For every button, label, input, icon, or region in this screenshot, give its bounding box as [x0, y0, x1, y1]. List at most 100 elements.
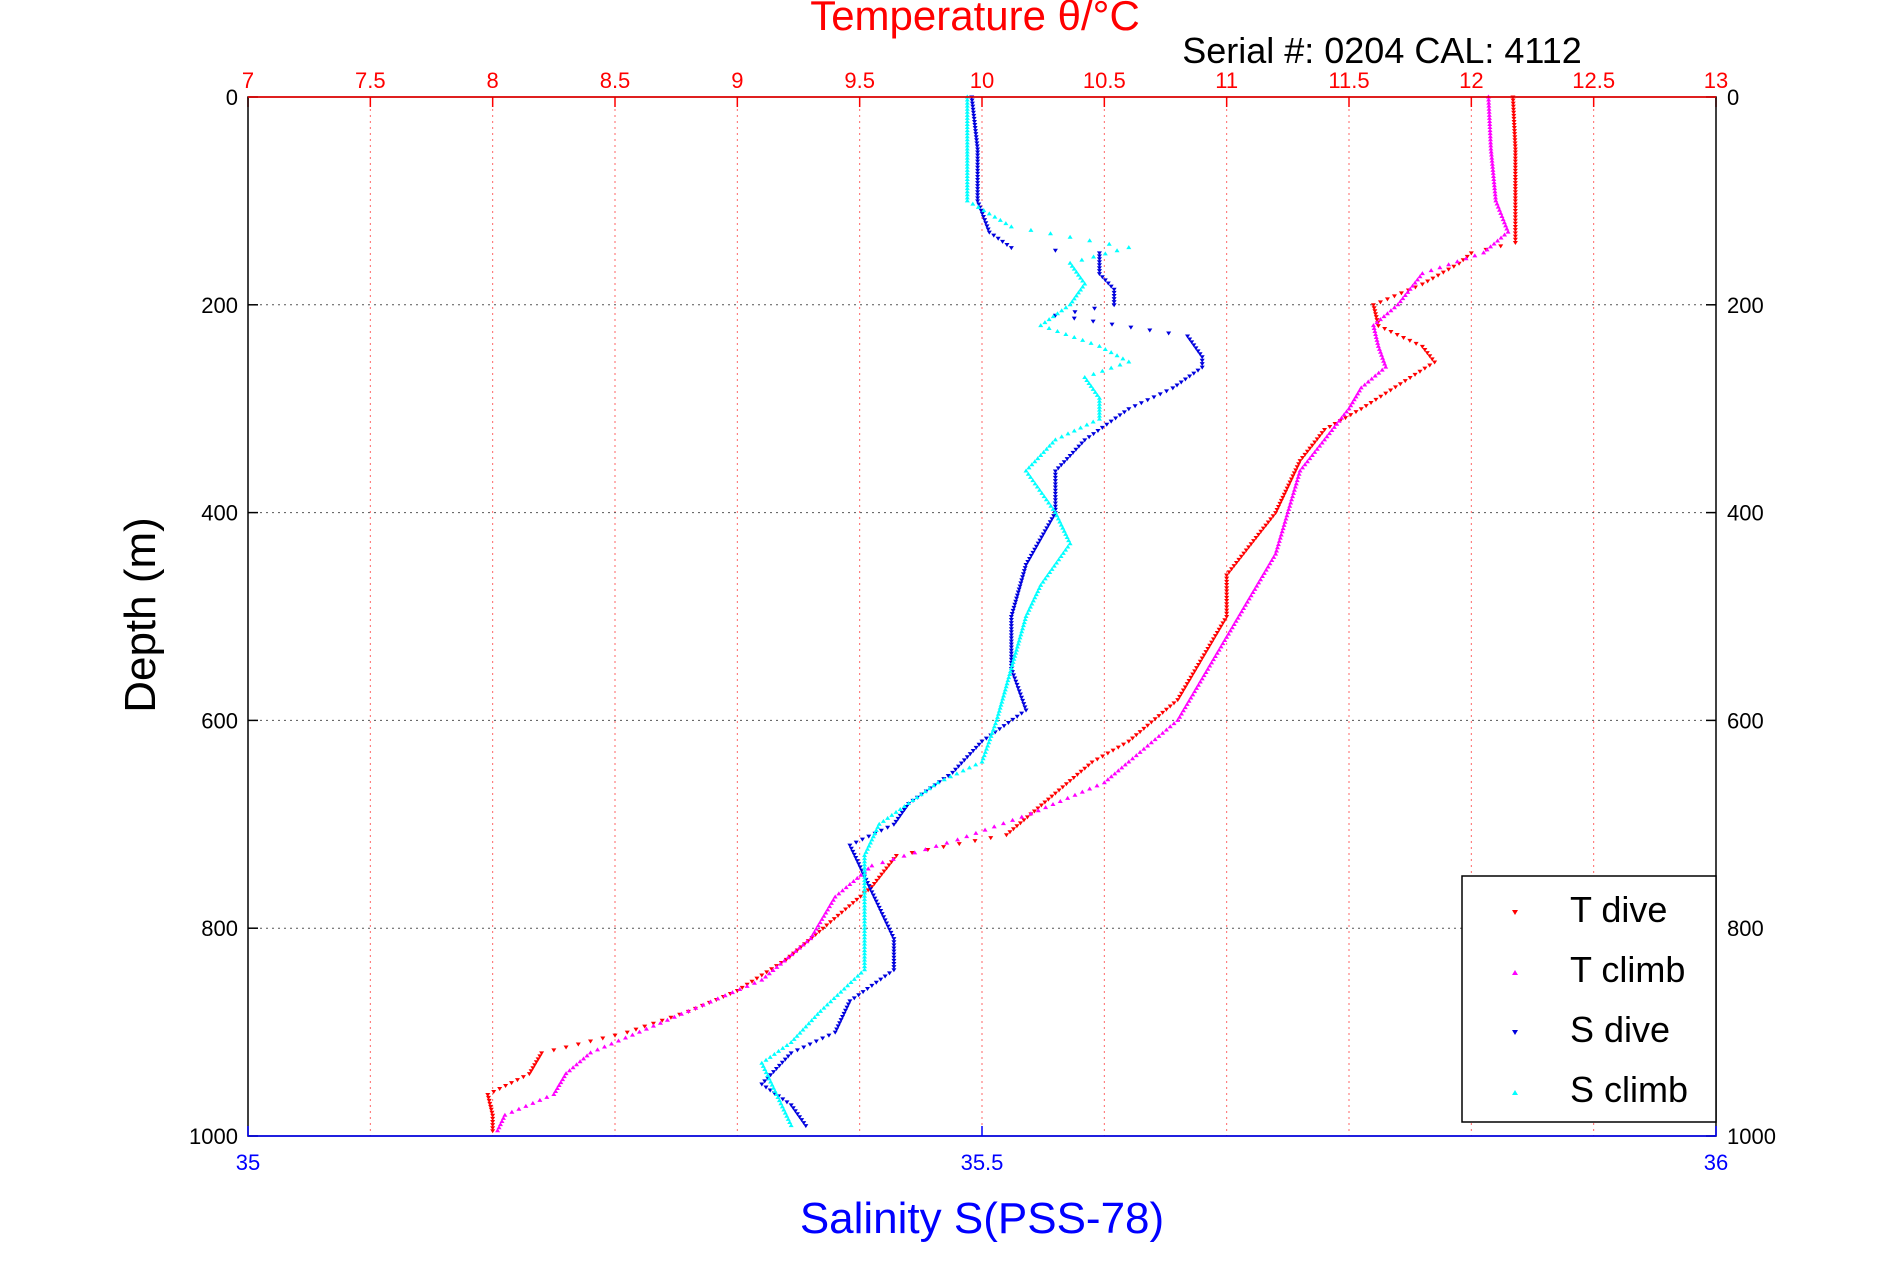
data-point — [1491, 177, 1497, 182]
data-point — [1258, 529, 1264, 534]
data-point — [1370, 323, 1376, 328]
data-point — [1010, 717, 1016, 722]
data-point — [1314, 446, 1320, 451]
data-point — [1020, 572, 1026, 577]
data-point — [1446, 262, 1452, 267]
data-point — [879, 912, 885, 917]
data-point — [1207, 663, 1213, 668]
data-point — [1275, 542, 1281, 547]
data-point — [1048, 231, 1054, 236]
data-point — [1052, 495, 1058, 500]
data-point — [1407, 338, 1413, 343]
data-point — [1025, 471, 1031, 476]
data-point — [1300, 456, 1306, 461]
data-point — [1047, 520, 1053, 525]
data-point — [537, 1097, 543, 1102]
data-point — [975, 184, 981, 189]
data-point — [1079, 789, 1085, 794]
legend-box — [1461, 875, 1717, 1123]
data-point — [1186, 678, 1192, 683]
data-point — [1096, 398, 1102, 403]
legend-label: S climb — [1570, 1069, 1688, 1110]
data-point — [1412, 280, 1418, 285]
data-point — [1152, 737, 1158, 742]
data-point — [1487, 122, 1493, 127]
data-point — [767, 1054, 773, 1059]
data-point — [526, 1072, 532, 1077]
data-point — [1014, 644, 1020, 649]
data-point — [1180, 688, 1186, 693]
data-point — [964, 170, 970, 175]
data-point — [990, 727, 996, 732]
data-point — [1512, 196, 1518, 201]
data-point — [909, 851, 915, 856]
data-point — [1490, 170, 1496, 175]
data-point — [773, 1091, 779, 1096]
data-point — [862, 922, 868, 927]
data-point — [933, 843, 939, 848]
data-point — [1454, 259, 1460, 264]
data-point — [1069, 299, 1075, 304]
data-point — [1512, 181, 1518, 186]
data-point — [787, 1119, 793, 1124]
data-point — [862, 967, 868, 972]
data-point — [885, 825, 891, 830]
data-point — [815, 1011, 821, 1016]
data-point — [1026, 607, 1032, 612]
data-point — [1065, 795, 1071, 800]
data-point — [964, 112, 970, 117]
data-point — [1512, 215, 1518, 220]
data-point — [975, 171, 981, 176]
data-point — [1096, 269, 1102, 274]
data-point — [1008, 665, 1014, 670]
data-point — [1271, 554, 1277, 559]
data-point — [1391, 294, 1397, 299]
data-point — [1486, 97, 1492, 102]
data-point — [1052, 791, 1058, 796]
data-point — [1117, 362, 1123, 367]
data-point — [1195, 662, 1201, 667]
data-point — [1236, 557, 1242, 562]
data-point — [862, 903, 868, 908]
data-point — [1050, 506, 1056, 511]
data-point — [535, 1057, 541, 1062]
data-point — [1012, 653, 1018, 658]
data-point — [1049, 566, 1055, 571]
data-point — [784, 1113, 790, 1118]
data-point — [749, 979, 755, 984]
data-point — [1463, 256, 1469, 261]
data-point — [991, 233, 997, 238]
data-point — [744, 983, 750, 988]
data-point — [858, 872, 864, 877]
data-point — [685, 1008, 691, 1013]
data-point — [581, 1056, 587, 1061]
data-point — [1410, 283, 1416, 288]
data-point — [1096, 395, 1102, 400]
data-point — [1358, 407, 1364, 412]
data-point — [1050, 314, 1056, 319]
data-point — [1099, 368, 1105, 373]
data-point — [1138, 401, 1144, 406]
data-point — [763, 1057, 769, 1062]
data-point — [841, 1011, 847, 1016]
data-point — [693, 1005, 699, 1010]
data-point — [1163, 727, 1169, 732]
data-point — [1512, 218, 1518, 223]
data-point — [891, 943, 897, 948]
data-point — [1184, 682, 1190, 687]
data-point — [975, 159, 981, 164]
data-point — [1224, 602, 1230, 607]
data-point — [1294, 478, 1300, 483]
data-point — [1028, 553, 1034, 558]
data-point — [964, 195, 970, 200]
data-point — [1205, 666, 1211, 671]
data-point — [642, 1024, 648, 1029]
data-point — [1078, 287, 1084, 292]
data-point — [997, 705, 1003, 710]
data-point — [1241, 606, 1247, 611]
data-point — [751, 980, 757, 985]
data-point — [981, 753, 987, 758]
data-point — [1242, 602, 1248, 607]
data-point — [901, 807, 907, 812]
data-point — [1273, 551, 1279, 556]
